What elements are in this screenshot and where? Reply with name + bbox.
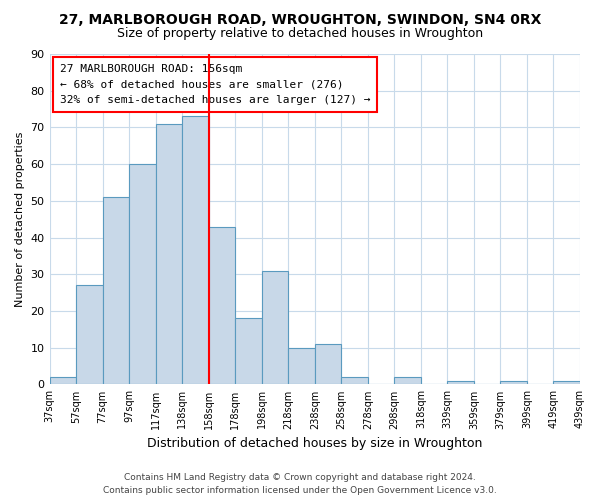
Text: Size of property relative to detached houses in Wroughton: Size of property relative to detached ho… xyxy=(117,28,483,40)
Bar xyxy=(235,318,262,384)
X-axis label: Distribution of detached houses by size in Wroughton: Distribution of detached houses by size … xyxy=(147,437,482,450)
Bar xyxy=(129,164,155,384)
Bar xyxy=(553,381,580,384)
Bar xyxy=(288,348,315,385)
Bar xyxy=(155,124,182,384)
Y-axis label: Number of detached properties: Number of detached properties xyxy=(15,132,25,307)
Bar xyxy=(209,226,235,384)
Bar xyxy=(500,381,527,384)
Bar xyxy=(341,377,368,384)
Text: Contains HM Land Registry data © Crown copyright and database right 2024.
Contai: Contains HM Land Registry data © Crown c… xyxy=(103,474,497,495)
Bar xyxy=(103,197,129,384)
Text: 27 MARLBOROUGH ROAD: 156sqm
← 68% of detached houses are smaller (276)
32% of se: 27 MARLBOROUGH ROAD: 156sqm ← 68% of det… xyxy=(60,64,371,105)
Bar xyxy=(50,377,76,384)
Bar xyxy=(262,270,288,384)
Bar xyxy=(76,286,103,384)
Bar xyxy=(448,381,474,384)
Bar xyxy=(182,116,209,384)
Bar xyxy=(394,377,421,384)
Text: 27, MARLBOROUGH ROAD, WROUGHTON, SWINDON, SN4 0RX: 27, MARLBOROUGH ROAD, WROUGHTON, SWINDON… xyxy=(59,12,541,26)
Bar xyxy=(315,344,341,385)
